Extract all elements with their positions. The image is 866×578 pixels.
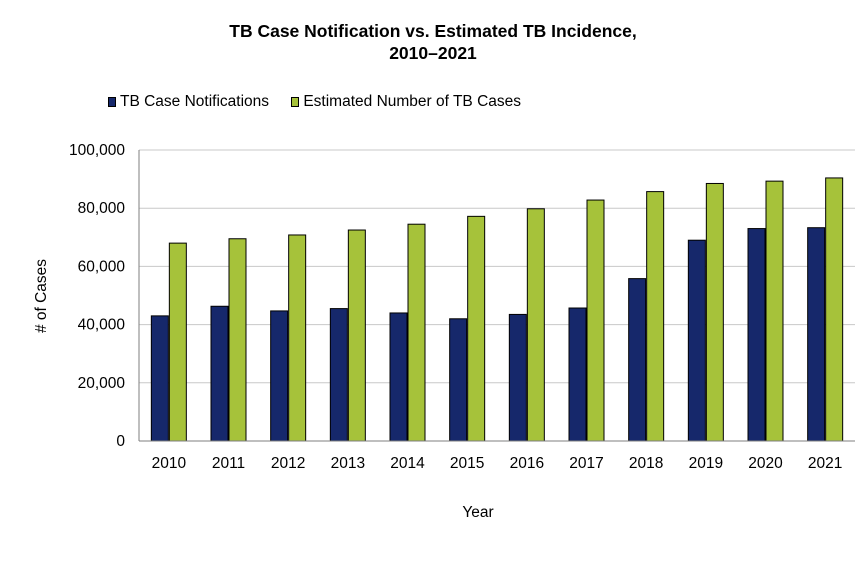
bar-notifications <box>329 308 348 442</box>
bar-notifications <box>628 278 647 442</box>
chart-title: TB Case Notification vs. Estimated TB In… <box>0 20 866 64</box>
x-tick-label: 2021 <box>808 455 842 472</box>
y-tick-label: 0 <box>116 433 125 450</box>
bar-estimated <box>467 215 486 442</box>
bars <box>150 177 844 442</box>
x-tick-label: 2012 <box>271 455 305 472</box>
bar-estimated <box>526 208 545 442</box>
chart-title-line-2: 2010–2021 <box>389 43 477 63</box>
bar-estimated <box>825 177 844 442</box>
x-tick-label: 2015 <box>450 455 484 472</box>
x-tick-label: 2020 <box>748 455 783 472</box>
legend-item-estimated: Estimated Number of TB Cases <box>291 93 521 111</box>
bar-notifications <box>210 305 229 442</box>
bar-estimated <box>646 191 665 442</box>
bar-estimated <box>705 182 724 442</box>
bar-estimated <box>407 223 426 442</box>
x-tick-label: 2017 <box>569 455 603 472</box>
bar-notifications <box>807 227 826 442</box>
bar-notifications <box>389 312 408 442</box>
bar-notifications <box>270 310 289 442</box>
x-tick-label: 2013 <box>331 455 365 472</box>
bar-estimated <box>168 242 187 442</box>
x-tick-label: 2010 <box>152 455 187 472</box>
legend-label-notifications: TB Case Notifications <box>120 93 270 110</box>
y-tick-label: 20,000 <box>78 375 126 392</box>
bar-notifications <box>508 313 527 442</box>
axes: 0 20,000 40,000 60,000 80,000 100,000 2010 2011… <box>69 142 855 472</box>
bar-notifications <box>747 228 766 442</box>
y-tick-label: 40,000 <box>78 317 126 334</box>
y-tick-label: 80,000 <box>78 200 126 217</box>
legend-item-notifications: TB Case Notifications <box>108 93 269 111</box>
bar-estimated <box>347 229 366 442</box>
legend-label-estimated: Estimated Number of TB Cases <box>303 93 522 110</box>
y-tick-label: 60,000 <box>78 258 126 275</box>
bar-notifications <box>449 318 468 442</box>
y-tick-label: 100,000 <box>69 142 125 159</box>
bar-estimated <box>228 238 247 442</box>
x-tick-label: 2014 <box>390 455 425 472</box>
x-tick-label: 2016 <box>510 455 544 472</box>
bar-estimated <box>765 180 784 442</box>
x-tick-label: 2018 <box>629 455 663 472</box>
x-tick-label: 2011 <box>212 455 245 472</box>
bar-notifications <box>687 239 706 442</box>
x-axis-label: Year <box>462 504 493 521</box>
bar-estimated <box>288 234 307 442</box>
gridlines <box>139 149 855 384</box>
legend-swatch-estimated <box>291 97 300 107</box>
legend: TB Case Notifications Estimated Number o… <box>108 93 539 112</box>
chart-title-line-1: TB Case Notification vs. Estimated TB In… <box>229 21 637 41</box>
bar-estimated <box>586 199 605 442</box>
bar-notifications <box>150 315 169 442</box>
bar-notifications <box>568 307 587 442</box>
legend-swatch-notifications <box>108 97 116 107</box>
y-axis-label: # of Cases <box>33 259 50 333</box>
x-tick-label: 2019 <box>689 455 723 472</box>
